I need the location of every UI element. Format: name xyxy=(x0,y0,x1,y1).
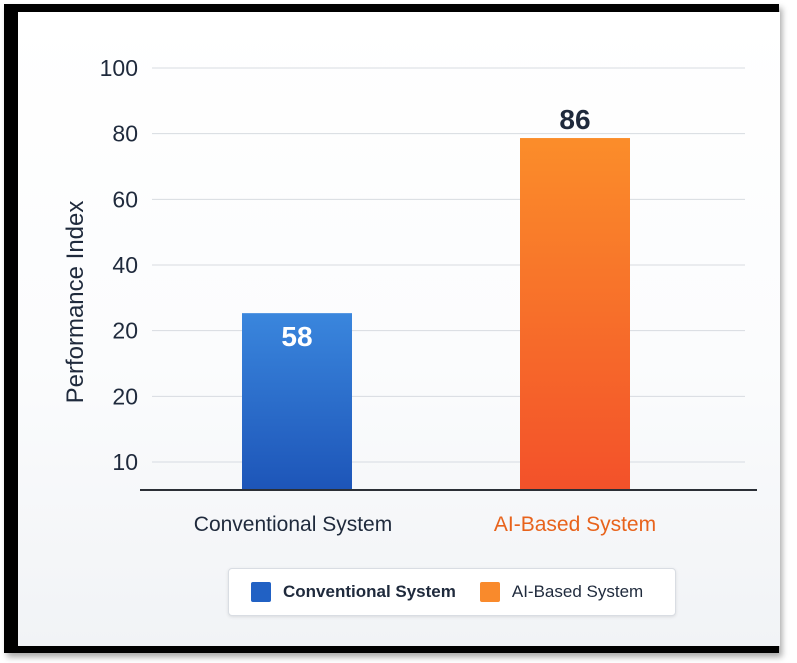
legend-label-ai-based: AI-Based System xyxy=(511,582,644,601)
bar xyxy=(242,313,352,490)
gridlines xyxy=(152,67,745,463)
y-tick-label: 60 xyxy=(112,186,138,212)
legend-label-conventional: Conventional System xyxy=(283,582,456,601)
bar-value-label: 86 xyxy=(559,104,590,135)
chart-panel xyxy=(18,12,780,646)
y-tick-label: 20 xyxy=(112,383,138,409)
x-category-label: AI-Based System xyxy=(494,513,656,536)
legend: Conventional System AI-Based System xyxy=(228,568,676,616)
legend-item-ai-based: AI-Based System xyxy=(479,582,644,602)
y-tick-label: 10 xyxy=(112,449,138,475)
bar-value-label: 58 xyxy=(281,321,312,352)
legend-item-conventional: Conventional System xyxy=(251,582,456,602)
category-labels: Conventional System AI-Based System xyxy=(194,513,656,536)
y-tick-label: 40 xyxy=(112,252,138,278)
y-axis-label: Performance Index xyxy=(62,201,89,404)
legend-swatch-conventional xyxy=(251,582,271,602)
y-tick-label: 100 xyxy=(100,55,138,81)
y-tick-label: 20 xyxy=(112,318,138,344)
legend-swatch-ai-based xyxy=(479,582,500,602)
bars: 58 86 xyxy=(242,104,630,491)
x-category-label: Conventional System xyxy=(194,513,392,536)
y-tick-labels: 100 80 60 40 20 20 10 xyxy=(100,55,138,475)
y-tick-label: 80 xyxy=(112,121,138,147)
bar xyxy=(520,138,630,491)
